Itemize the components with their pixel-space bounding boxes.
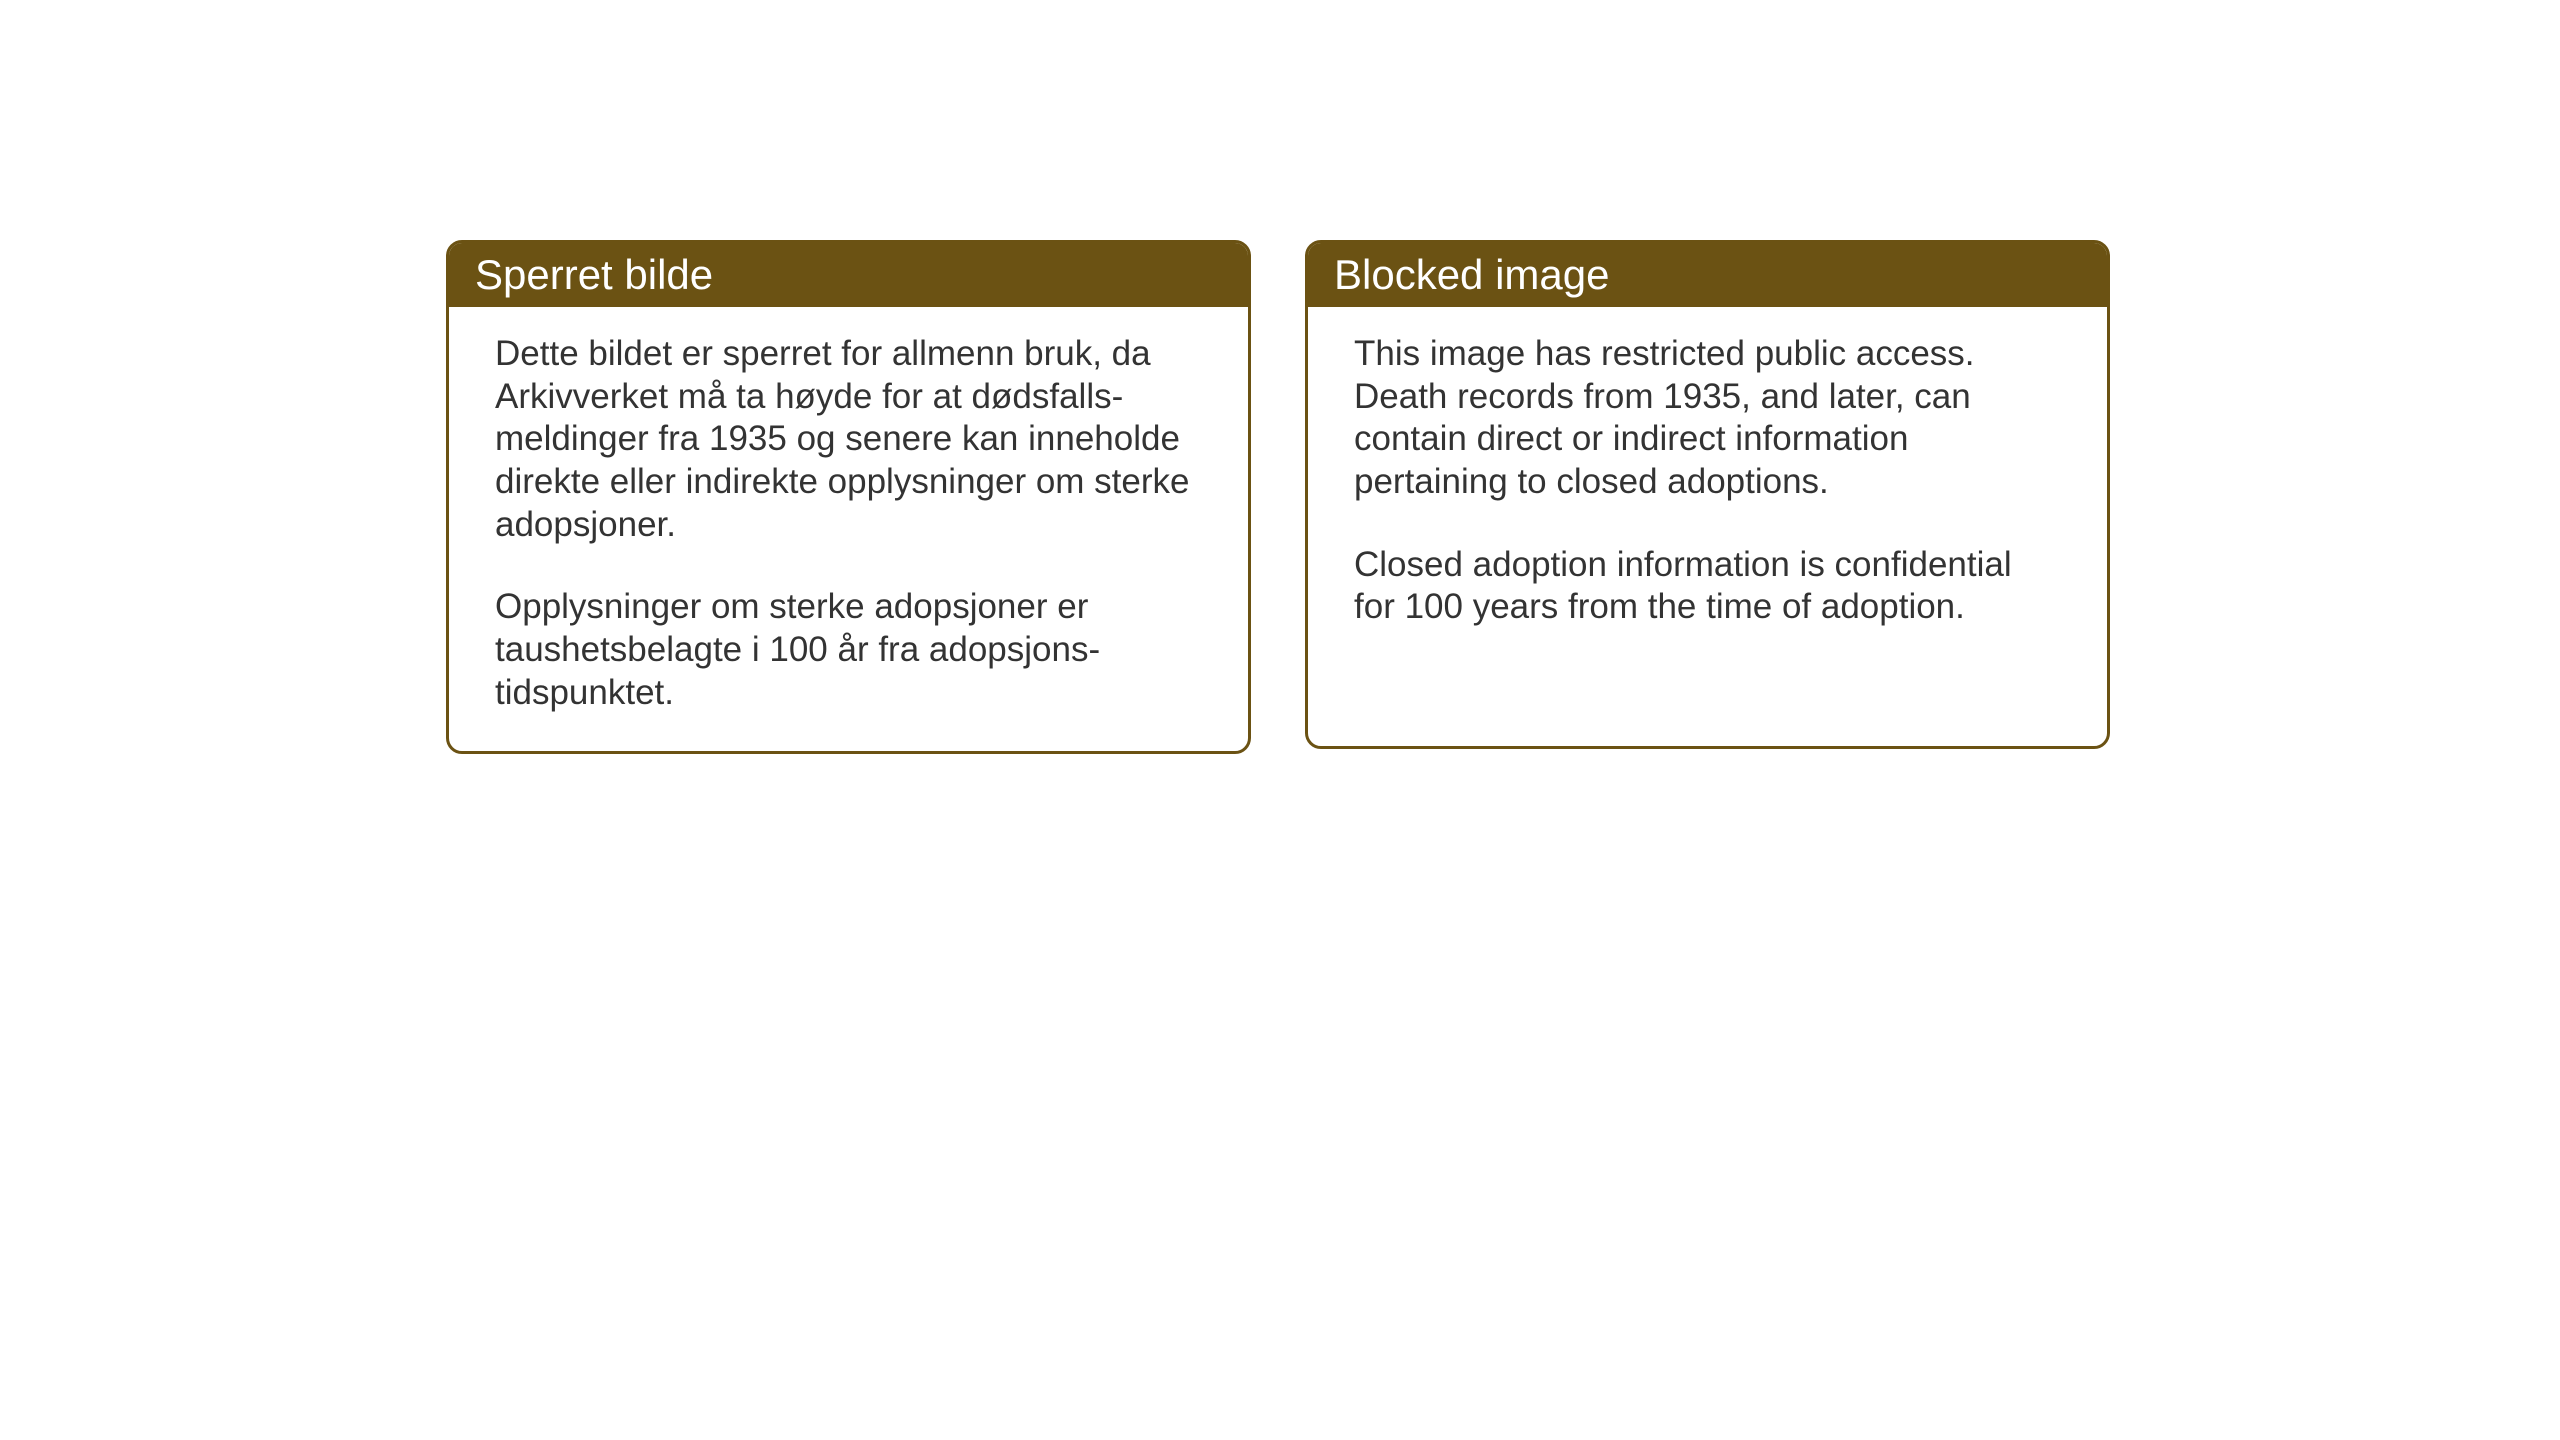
card-header-english: Blocked image bbox=[1308, 243, 2107, 307]
card-paragraph-1-norwegian: Dette bildet er sperret for allmenn bruk… bbox=[495, 333, 1202, 546]
card-paragraph-2-english: Closed adoption information is confident… bbox=[1354, 544, 2061, 629]
card-title-norwegian: Sperret bilde bbox=[475, 251, 713, 298]
card-norwegian: Sperret bilde Dette bildet er sperret fo… bbox=[446, 240, 1251, 754]
card-title-english: Blocked image bbox=[1334, 251, 1609, 298]
card-body-english: This image has restricted public access.… bbox=[1308, 307, 2107, 665]
card-header-norwegian: Sperret bilde bbox=[449, 243, 1248, 307]
card-paragraph-1-english: This image has restricted public access.… bbox=[1354, 333, 2061, 504]
card-body-norwegian: Dette bildet er sperret for allmenn bruk… bbox=[449, 307, 1248, 751]
cards-container: Sperret bilde Dette bildet er sperret fo… bbox=[446, 240, 2110, 754]
card-paragraph-2-norwegian: Opplysninger om sterke adopsjoner er tau… bbox=[495, 586, 1202, 714]
card-english: Blocked image This image has restricted … bbox=[1305, 240, 2110, 749]
